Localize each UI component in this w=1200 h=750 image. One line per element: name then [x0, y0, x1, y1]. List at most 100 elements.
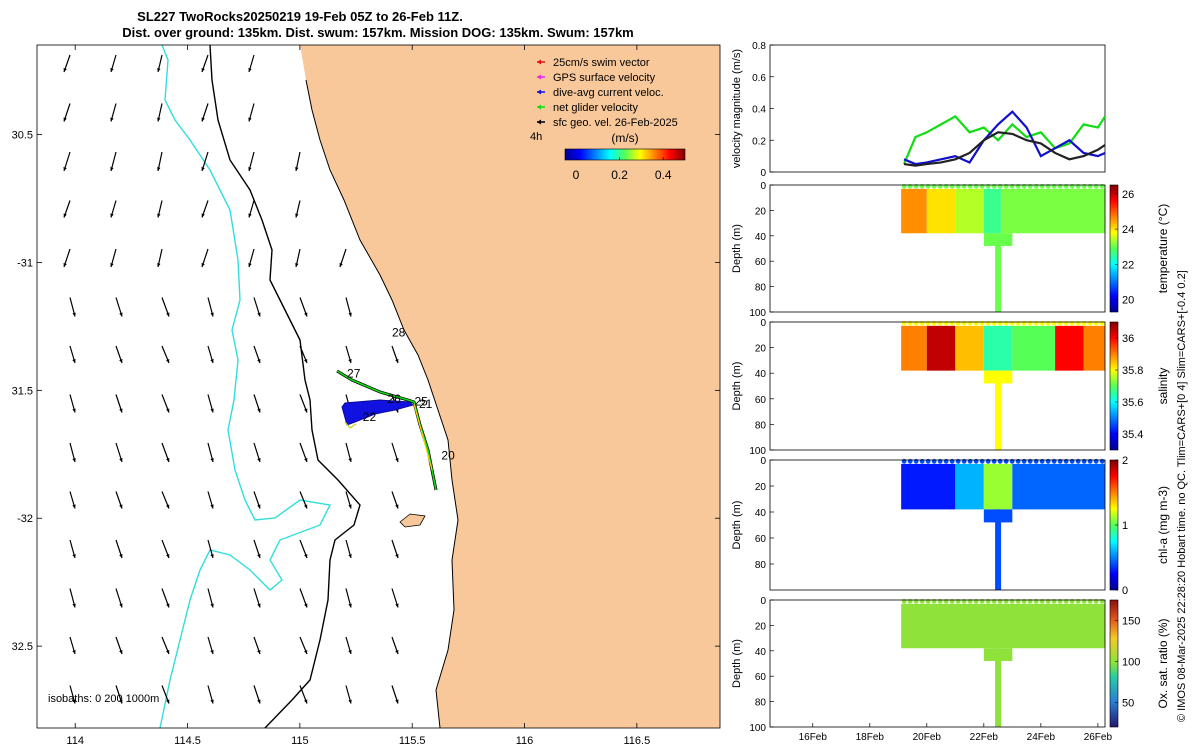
section-surface-sample	[973, 183, 979, 189]
geo-arrow-head	[295, 213, 299, 218]
track-day-label: 20	[441, 448, 455, 462]
date-tick-label: 16Feb	[799, 732, 828, 743]
speed-colorbar-ticks: 0 0.2 0.4	[573, 157, 672, 182]
section-surface-sample	[1057, 183, 1063, 189]
geo-arrow-head	[304, 650, 308, 654]
lon-tick-label: 114.5	[174, 735, 201, 747]
section-colorbar-tick-label: 24	[1122, 224, 1134, 236]
section-data-block	[901, 463, 956, 510]
geo-arrow-head	[348, 359, 352, 363]
velocity-panel: 0 0.2 0.4 0.6 0.8 velocity magnitude (m/s)	[731, 41, 1106, 179]
glider-track	[336, 369, 438, 491]
section-surface-sample	[1069, 183, 1075, 189]
section-colorbar-tick-label: 36	[1122, 333, 1134, 345]
velocity-ytick-label: 0.8	[752, 41, 766, 52]
geo-arrow-head	[72, 699, 76, 704]
section-data-block	[926, 325, 956, 371]
geo-arrow-head	[201, 117, 205, 122]
geo-arrow-head	[395, 650, 399, 654]
section-surface-sample	[997, 598, 1003, 604]
section-data-block	[1000, 188, 1105, 234]
velocity-ytick-label: 0.2	[752, 136, 766, 147]
title-line-1: SL227 TwoRocks20250219 19-Feb 05Z to 26-…	[137, 9, 463, 24]
section-surface-sample	[949, 183, 955, 189]
map-latitude-ticks: 30.5 -31 31.5 -32 32.5	[12, 130, 720, 653]
section-colorbar	[1109, 321, 1119, 451]
section-ox-sat-ratiopanel: 0 20 40 60 80 100 Depth (m) 50 100 150 Ox. sat. ra…	[731, 596, 1170, 743]
section-colorbar-label: salinity	[1156, 368, 1170, 405]
section-deep-profile	[995, 509, 1002, 590]
title-line-2: Dist. over ground: 135km. Dist. swum: 15…	[122, 25, 634, 40]
geostrophic-velocity-arrows	[63, 54, 399, 704]
section-surface-sample	[1063, 183, 1069, 189]
section-surface-sample	[1075, 183, 1081, 189]
section-surface-sample	[1027, 598, 1033, 604]
geo-arrow-head	[257, 699, 261, 704]
geo-arrow-head	[72, 458, 76, 462]
section-ytick-label: 80	[755, 283, 767, 294]
section-surface-sample	[979, 183, 985, 189]
lon-tick-label: 116.5	[624, 735, 651, 747]
section-surface-sample	[955, 598, 961, 604]
geo-arrow-head	[63, 117, 67, 122]
geo-arrow-head	[257, 312, 261, 317]
geo-arrow-head	[304, 312, 308, 317]
legend-label: net glider velocity	[553, 102, 638, 114]
section-surface-sample	[1099, 598, 1105, 604]
section-ytick-label: 60	[755, 395, 767, 406]
geo-arrow-head	[119, 504, 123, 509]
geo-arrow-head	[257, 359, 261, 363]
geo-arrow-head	[201, 213, 205, 218]
geo-arrow-head	[63, 68, 67, 72]
geo-arrow-head	[119, 603, 123, 608]
geo-arrow-head	[395, 458, 399, 462]
geo-arrow-head	[248, 167, 252, 171]
geo-arrow-head	[72, 603, 76, 608]
section-deep-profile	[995, 370, 1002, 450]
geo-arrow-head	[119, 359, 123, 363]
section-deep-profile	[995, 233, 1002, 312]
track-dive-cluster	[341, 399, 414, 426]
geo-arrow-head	[63, 263, 67, 267]
legend-label: GPS surface velocity	[553, 72, 656, 84]
geo-arrow-head	[201, 68, 205, 72]
section-ytick-label: 0	[760, 181, 766, 192]
section-surface-sample	[931, 598, 937, 604]
section-data-block	[901, 603, 1105, 649]
geo-arrow-head	[395, 554, 399, 558]
section-surface-sample	[913, 598, 919, 604]
section-ytick-label: 60	[755, 672, 767, 683]
section-surface-sample	[961, 183, 967, 189]
section-colorbar-label: chl-a (mg m-3)	[1156, 486, 1170, 564]
velocity-ylabel: velocity magnitude (m/s)	[731, 49, 743, 168]
section-data-block	[983, 188, 1001, 234]
section-ytick-label: 40	[755, 232, 767, 243]
isobath-1000m	[159, 45, 332, 728]
section-colorbar-tick-label: 0	[1122, 585, 1128, 597]
legend-arrowhead	[537, 104, 541, 110]
track-day-label: 28	[392, 326, 406, 340]
section-colorbar-tick-label: 150	[1122, 615, 1140, 627]
geo-arrow-head	[157, 117, 161, 122]
legend-arrowhead	[537, 59, 541, 65]
map-frame	[36, 44, 721, 729]
geo-arrow-head	[210, 408, 214, 413]
geo-arrow-head	[210, 650, 214, 654]
velocity-series-line	[903, 110, 1106, 166]
section-axes-frame	[769, 321, 1106, 451]
lat-tick-label: -32	[17, 513, 33, 525]
speed-colorbar	[564, 148, 686, 161]
section-surface-sample	[925, 598, 931, 604]
section-data-block	[901, 188, 927, 234]
geo-arrow-head	[348, 504, 352, 509]
section-surface-sample	[1003, 183, 1009, 189]
geo-arrow-head	[72, 554, 76, 558]
lon-tick-label: 115.5	[399, 735, 426, 747]
coastline	[305, 79, 459, 728]
section-surface-sample	[991, 183, 997, 189]
section-surface-sample	[937, 598, 943, 604]
section-surface-sample	[1051, 598, 1057, 604]
geo-arrow-head	[348, 650, 352, 654]
section-surface-sample	[1015, 183, 1021, 189]
